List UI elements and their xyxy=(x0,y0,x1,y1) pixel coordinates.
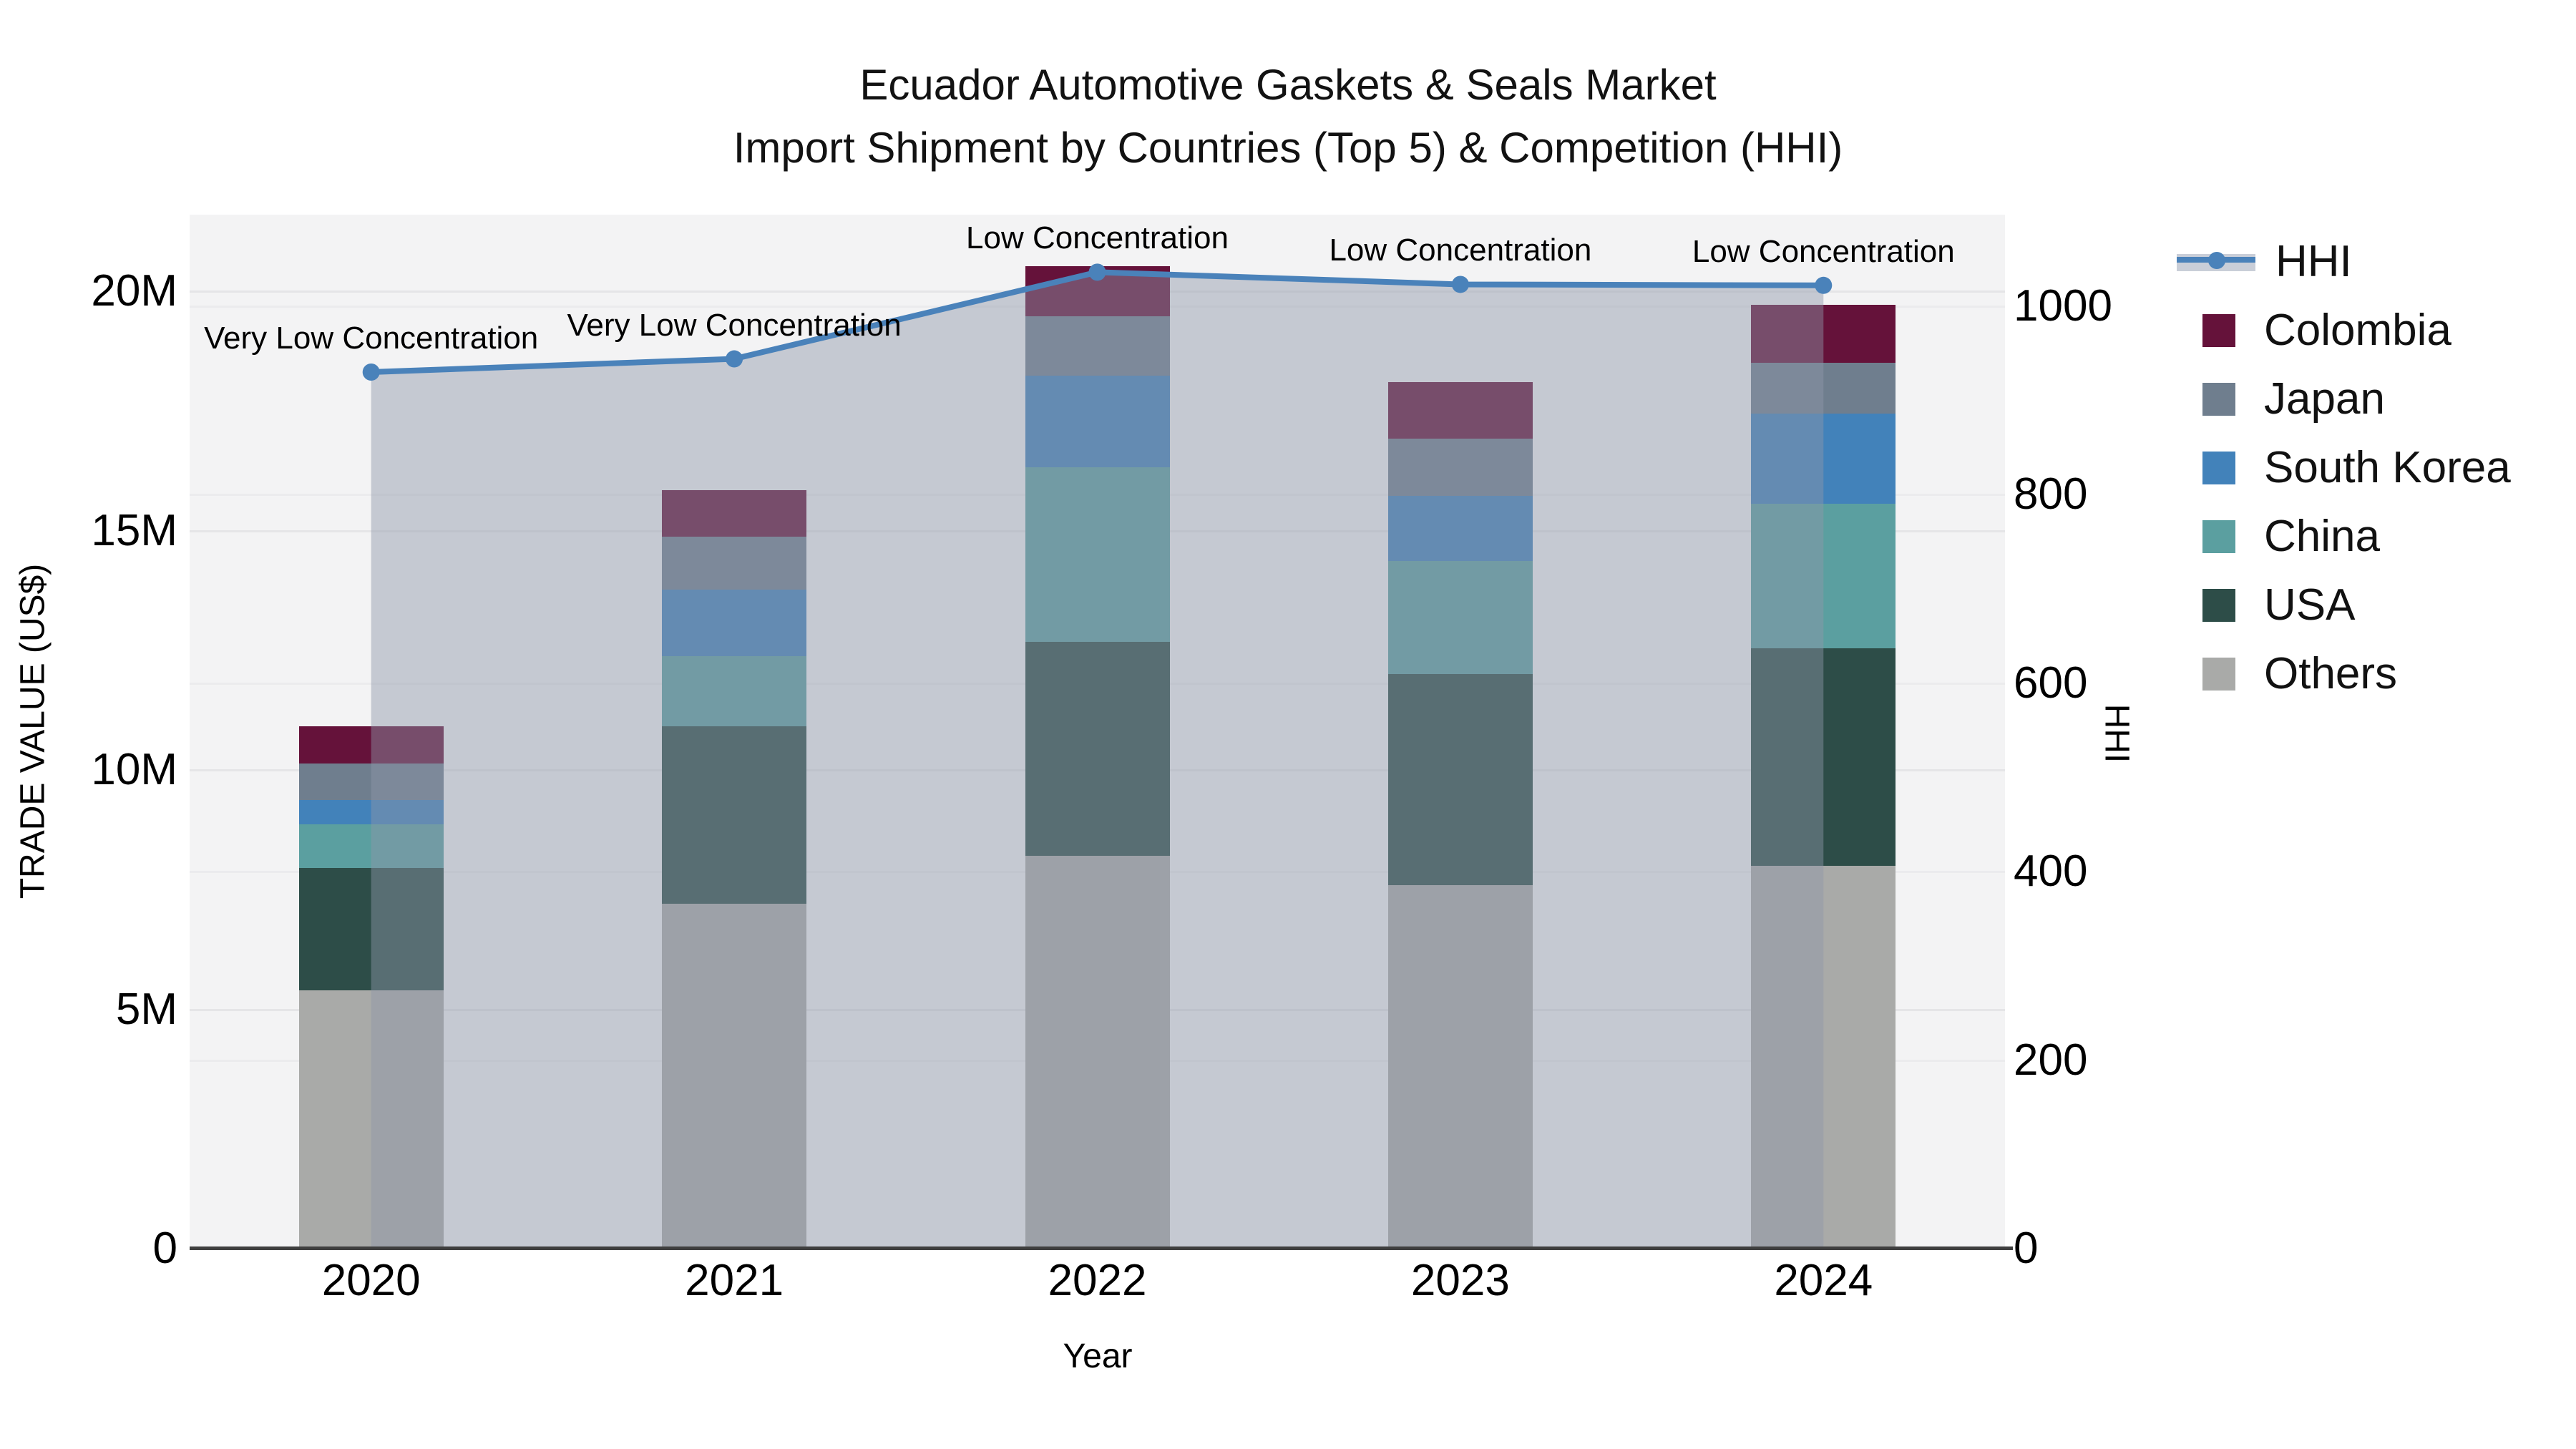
legend-label-usa: USA xyxy=(2264,580,2356,630)
legend-item-hhi[interactable]: HHI xyxy=(2177,228,2511,296)
bar-2023-japan[interactable] xyxy=(1387,439,1533,497)
bar-2022-china[interactable] xyxy=(1025,467,1170,643)
bar-2022-south-korea[interactable] xyxy=(1025,375,1170,467)
bar-2020-colombia[interactable] xyxy=(298,726,444,763)
chart-title-line2: Import Shipment by Countries (Top 5) & C… xyxy=(733,124,1843,172)
legend-swatch-china xyxy=(2202,520,2235,553)
bar-2023-others[interactable] xyxy=(1387,885,1533,1249)
bar-2024-others[interactable] xyxy=(1751,865,1896,1249)
chart-title: Ecuador Automotive Gaskets & Seals Marke… xyxy=(0,54,2576,180)
legend-item-china[interactable]: China xyxy=(2177,502,2511,571)
x-tick-2023: 2023 xyxy=(1410,1256,1510,1305)
x-axis-line xyxy=(190,1246,2013,1250)
plot-area xyxy=(190,215,2013,1250)
bar-2020-usa[interactable] xyxy=(298,868,444,990)
bar-2024-usa[interactable] xyxy=(1751,648,1896,866)
y-right-tick-0: 0 xyxy=(2014,1224,2039,1273)
annotation-2020: Very Low Concentration xyxy=(204,320,539,356)
bar-2024-colombia[interactable] xyxy=(1751,305,1896,364)
x-axis-title: Year xyxy=(1063,1337,1133,1375)
bar-2020-china[interactable] xyxy=(298,824,444,869)
legend-item-colombia[interactable]: Colombia xyxy=(2177,296,2511,365)
y-right-tick-400: 400 xyxy=(2014,847,2088,897)
legend-swatch-japan xyxy=(2202,383,2235,416)
bar-2020-others[interactable] xyxy=(298,990,444,1249)
legend-label-others: Others xyxy=(2264,649,2398,698)
x-tick-2024: 2024 xyxy=(1774,1256,1873,1305)
hhi-legend-icon xyxy=(2177,250,2255,274)
bar-2023-colombia[interactable] xyxy=(1387,382,1533,439)
y-right-tick-800: 800 xyxy=(2014,469,2088,519)
y-left-tick-0: 0 xyxy=(152,1224,177,1273)
bar-2024-south-korea[interactable] xyxy=(1751,414,1896,504)
bar-2021-japan[interactable] xyxy=(662,536,807,590)
legend-label-colombia: Colombia xyxy=(2264,306,2451,355)
bar-2020-japan[interactable] xyxy=(298,763,444,801)
legend-swatch-others xyxy=(2202,658,2235,691)
legend-item-japan[interactable]: Japan xyxy=(2177,365,2511,434)
bar-2024-china[interactable] xyxy=(1751,504,1896,649)
y-right-tick-1000: 1000 xyxy=(2014,280,2112,331)
y-left-tick-5M: 5M xyxy=(115,984,177,1034)
bar-2022-others[interactable] xyxy=(1025,855,1170,1249)
bar-2023-usa[interactable] xyxy=(1387,674,1533,886)
y-right-tick-200: 200 xyxy=(2014,1035,2088,1085)
legend-label-hhi: HHI xyxy=(2275,237,2352,286)
y-left-tick-20M: 20M xyxy=(91,266,177,316)
bar-2022-usa[interactable] xyxy=(1025,642,1170,856)
bar-2021-others[interactable] xyxy=(662,904,807,1249)
x-tick-2020: 2020 xyxy=(321,1256,421,1305)
bar-2023-china[interactable] xyxy=(1387,561,1533,675)
legend-item-usa[interactable]: USA xyxy=(2177,571,2511,640)
y-left-tick-15M: 15M xyxy=(91,505,177,555)
y-right-tick-600: 600 xyxy=(2014,658,2088,708)
legend-swatch-south-korea xyxy=(2202,452,2235,484)
annotation-2024: Low Concentration xyxy=(1692,233,1955,269)
hhi-marker-2021 xyxy=(726,350,743,368)
bar-2021-south-korea[interactable] xyxy=(662,590,807,657)
y-axis-title-right: HHI xyxy=(2097,703,2136,763)
hhi-legend-marker xyxy=(2208,252,2225,269)
legend-label-japan: Japan xyxy=(2264,374,2385,424)
y-axis-title-left: TRADE VALUE (US$) xyxy=(14,563,52,899)
bar-2022-colombia[interactable] xyxy=(1025,266,1170,317)
legend-label-south-korea: South Korea xyxy=(2264,443,2511,492)
legend-item-south-korea[interactable]: South Korea xyxy=(2177,434,2511,502)
hhi-marker-2020 xyxy=(362,363,380,381)
bar-2021-china[interactable] xyxy=(662,656,807,727)
bar-2023-south-korea[interactable] xyxy=(1387,496,1533,562)
y-left-tick-10M: 10M xyxy=(91,745,177,795)
legend: HHI Colombia Japan South Korea China USA Other… xyxy=(2177,228,2511,708)
bar-2022-japan[interactable] xyxy=(1025,316,1170,376)
x-tick-2022: 2022 xyxy=(1048,1256,1147,1305)
annotation-2021: Very Low Concentration xyxy=(567,307,902,343)
annotation-2022: Low Concentration xyxy=(966,220,1229,256)
x-tick-2021: 2021 xyxy=(685,1256,784,1305)
chart-title-line1: Ecuador Automotive Gaskets & Seals Marke… xyxy=(859,61,1717,109)
legend-swatch-usa xyxy=(2202,589,2235,622)
legend-swatch-colombia xyxy=(2202,314,2235,347)
bar-2020-south-korea[interactable] xyxy=(298,800,444,825)
bar-2024-japan[interactable] xyxy=(1751,363,1896,414)
bar-2021-usa[interactable] xyxy=(662,726,807,904)
legend-item-others[interactable]: Others xyxy=(2177,640,2511,708)
bar-2021-colombia[interactable] xyxy=(662,490,807,537)
legend-label-china: China xyxy=(2264,512,2380,561)
annotation-2023: Low Concentration xyxy=(1329,233,1592,268)
